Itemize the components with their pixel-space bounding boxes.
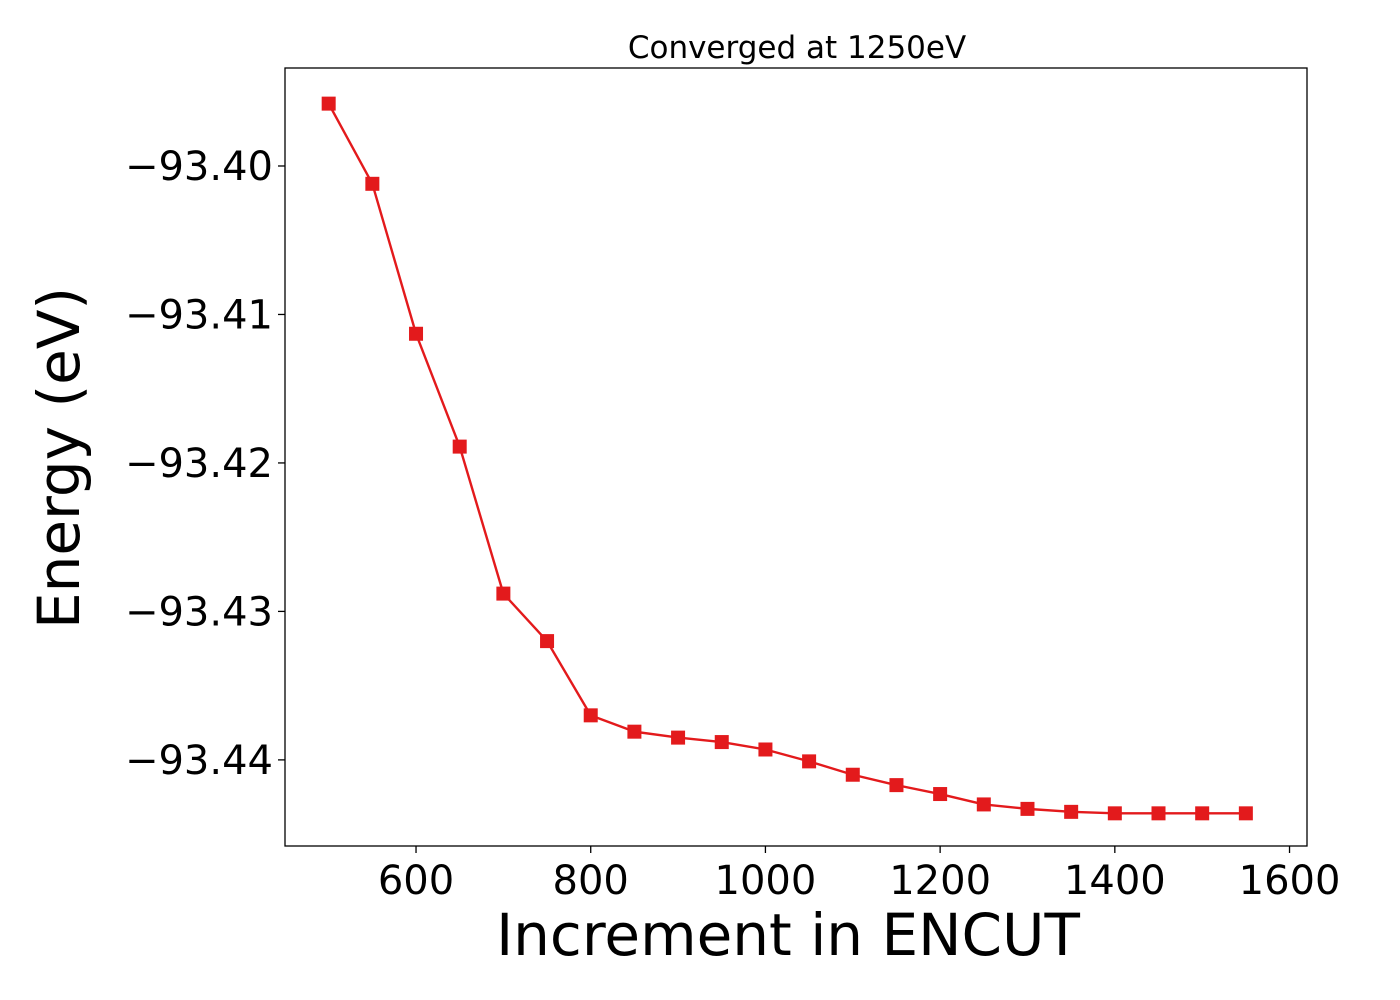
data-point — [496, 586, 511, 601]
data-point — [540, 634, 555, 649]
y-tick-label: −93.44 — [125, 738, 273, 784]
data-point — [365, 176, 380, 191]
x-tick-label: 1400 — [1064, 858, 1166, 904]
data-point — [1151, 806, 1166, 821]
x-axis-ticks: 600 800 1000 1200 1400 1600 — [378, 846, 1341, 904]
x-tick-label: 800 — [553, 858, 629, 904]
data-point — [452, 439, 467, 454]
data-point — [409, 326, 424, 341]
series-layer — [321, 96, 1253, 821]
data-point — [321, 96, 336, 111]
y-tick-label: −93.40 — [125, 144, 273, 190]
y-tick-label: −93.41 — [125, 292, 273, 338]
x-tick-label: 1200 — [889, 858, 991, 904]
data-point — [758, 742, 773, 757]
x-tick-label: 1600 — [1239, 858, 1341, 904]
plot-area: 600 800 1000 1200 1400 1600 −93.40−93.41−93.4… — [125, 67, 1341, 904]
y-tick-label: −93.43 — [125, 589, 273, 635]
data-point — [976, 797, 991, 812]
x-tick-label: 600 — [378, 858, 454, 904]
y-tick-label: −93.42 — [125, 441, 273, 487]
y-axis-label: Energy (eV) — [25, 287, 93, 629]
data-point — [714, 735, 729, 750]
chart-title: Converged at 1250eV — [628, 30, 966, 66]
data-point — [1238, 806, 1253, 821]
y-axis-ticks: −93.40 −93.41 −93.42 −93.43 −93.44 — [125, 144, 285, 784]
data-point — [671, 730, 686, 745]
data-point — [802, 754, 817, 769]
series-line — [327, 103, 1246, 815]
data-point — [845, 767, 860, 782]
data-point — [933, 787, 948, 802]
data-point — [627, 724, 642, 739]
plot-frame — [284, 67, 1308, 847]
data-point — [1020, 801, 1035, 816]
data-point — [1195, 806, 1210, 821]
x-axis-label: Increment in ENCUT — [496, 901, 1080, 969]
data-point — [1064, 804, 1079, 819]
data-point — [889, 778, 904, 793]
data-point — [583, 708, 598, 723]
data-point — [1107, 806, 1122, 821]
x-tick-label: 1000 — [715, 858, 817, 904]
